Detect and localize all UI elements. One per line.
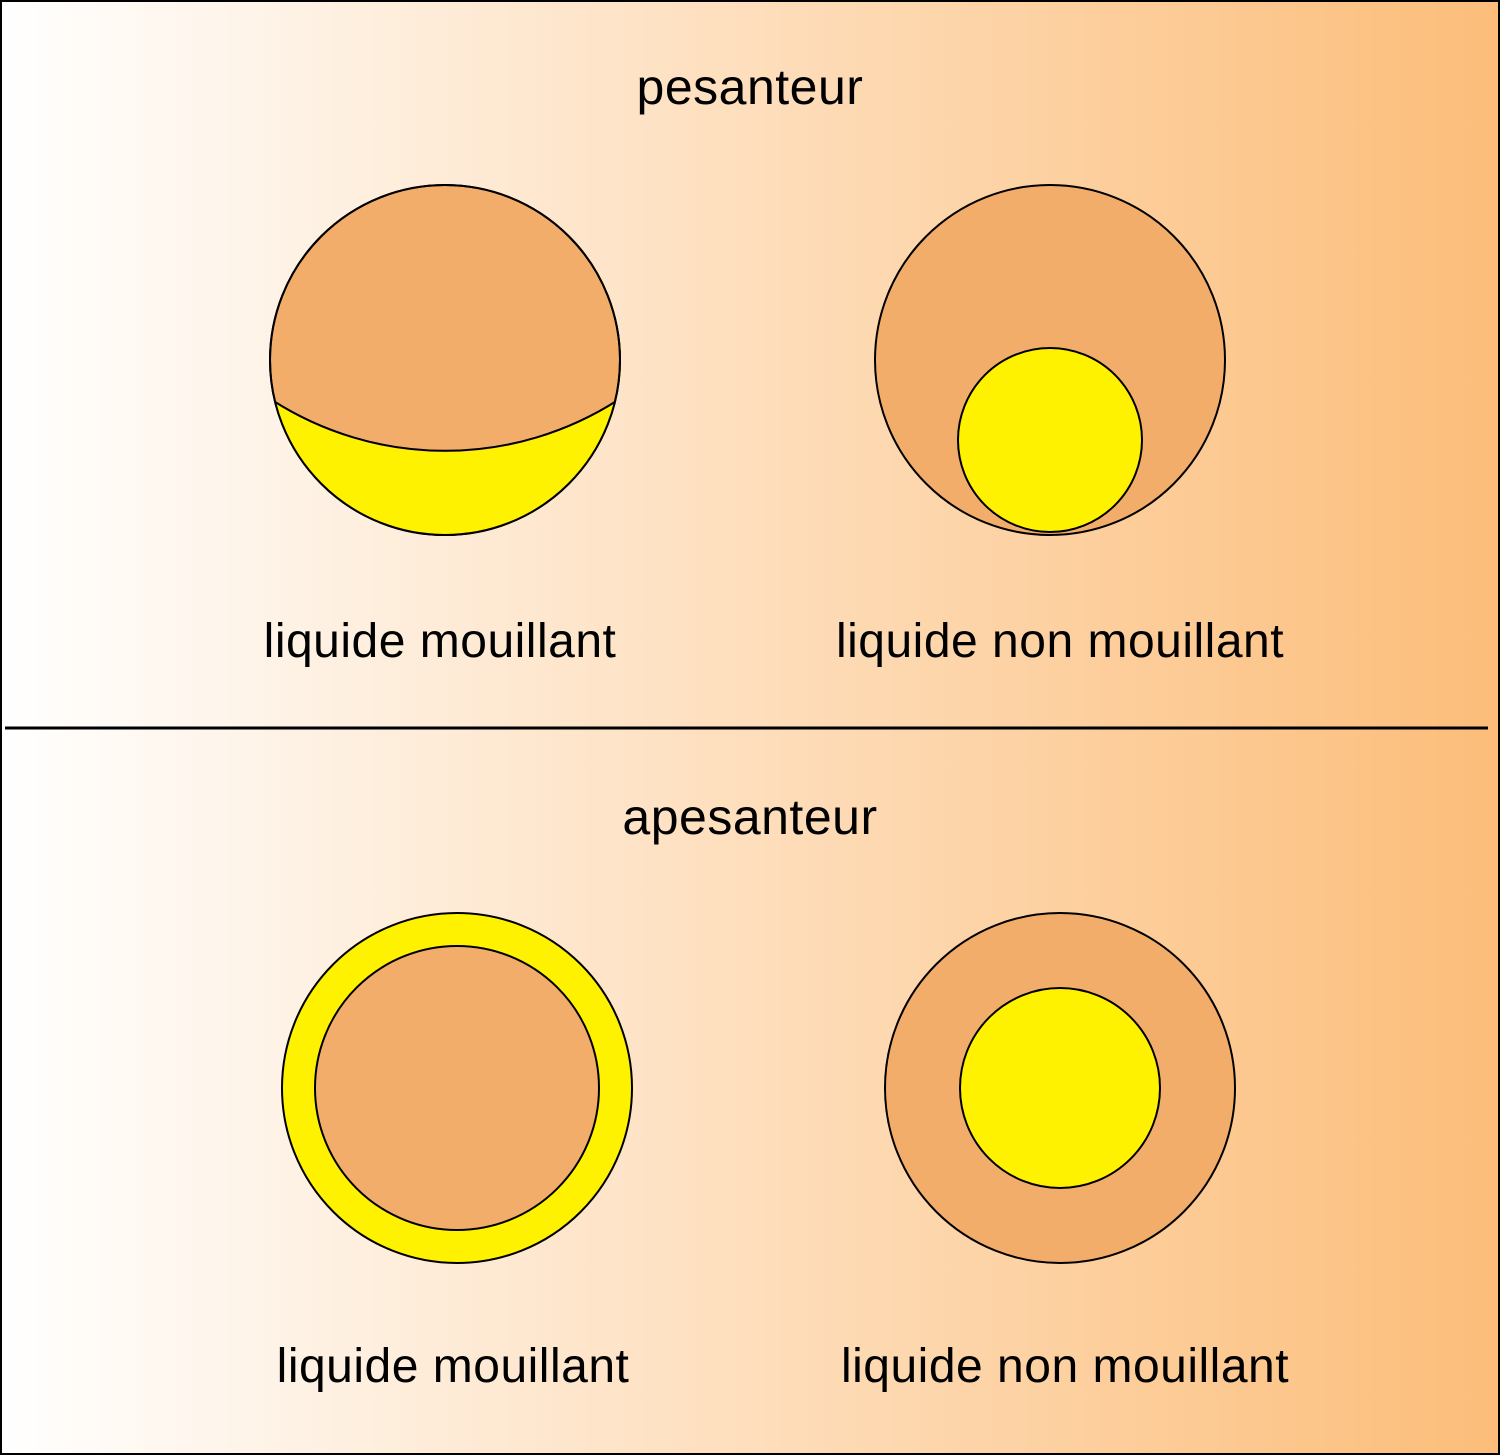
label-zerog-nonwetting: liquide non mouillant	[841, 1339, 1289, 1394]
label-zerog-wetting: liquide mouillant	[277, 1339, 630, 1394]
sphere-gravity-nonwetting	[875, 185, 1225, 535]
label-gravity-nonwetting: liquide non mouillant	[836, 614, 1284, 669]
title-gravity: pesanteur	[637, 58, 864, 116]
label-gravity-wetting: liquide mouillant	[264, 614, 617, 669]
diagram-svg	[0, 0, 1500, 1455]
title-zerog: apesanteur	[622, 788, 877, 846]
diagram-canvas: pesanteur apesanteur liquide mouillant l…	[0, 0, 1500, 1455]
sphere-zerog-wetting	[282, 913, 632, 1263]
sphere-zerog-nonwetting	[885, 913, 1235, 1263]
